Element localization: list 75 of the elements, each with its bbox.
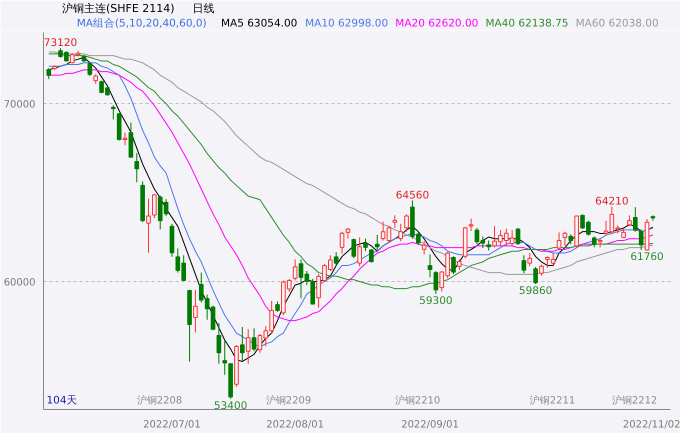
candlestick [240,326,245,362]
text: MA40 62138.75 [485,18,568,30]
candlestick [556,232,562,250]
text: MA20 62620.00 [395,18,478,30]
candlestick [351,238,356,259]
candlestick [46,68,52,80]
annotation: 59300 [419,294,453,307]
legend-title: MA组合(5,10,20,40,60,0) [76,16,207,30]
candlestick [404,214,409,232]
candlestick [340,231,344,254]
y-tick-label: 70000 [4,100,36,111]
annotation: 59860 [518,284,552,297]
annotation: 73120 [44,37,78,50]
candlestick [562,231,568,246]
candlestick [152,193,157,219]
chart-subtitle: 日线 [192,2,214,15]
candlestick [357,236,362,267]
candlestick [374,234,380,250]
y-tick-label: 60000 [4,277,36,288]
candlestick [592,236,597,248]
candlestick [434,270,438,294]
annotation: 沪铜2212 [612,394,658,406]
annotation: 64210 [595,196,629,208]
annotation: 沪铜2209 [266,394,312,406]
candlestick [621,226,626,238]
candlestick [369,248,374,264]
candlestick [638,228,644,250]
candlestick [134,152,140,183]
x-tick-label: 2022/09/01 [401,420,459,430]
candlestick [568,234,574,245]
candlestick [222,340,228,376]
candlestick [252,328,256,352]
candlestick [632,206,638,232]
candlestick [598,237,602,248]
candlestick [422,240,426,255]
text: MA5 63054.00 [220,18,298,30]
candlestick [428,254,432,278]
candlestick [468,218,474,232]
candlestick [193,289,198,333]
chart-title: 沪铜主连(SHFE 2114) [62,2,175,15]
candlestick [93,74,98,84]
annotation: 104天 [46,394,78,406]
annotation: 沪铜2208 [136,394,182,406]
annotation: 61760 [630,251,664,264]
text: MA10 62998.00 [305,18,388,30]
candlestick [533,266,538,284]
candlestick [146,198,151,254]
candlestick [398,223,404,242]
annotation: 沪铜2211 [530,394,576,406]
candlestick [486,240,491,252]
candlestick [527,252,532,267]
candlestick [516,227,520,246]
annotation: 沪铜2210 [394,394,440,406]
candlestick [88,61,92,76]
candlestick [457,258,462,271]
candlestick [292,258,298,281]
annotation: 53400 [214,400,248,412]
candlestick [346,227,350,240]
candlestick [275,301,280,312]
annotation: 64560 [396,189,430,202]
candlestick [216,322,222,364]
x-tick-label: 2022/11/02 [622,420,680,430]
x-tick-label: 2022/07/01 [143,420,201,430]
text: MA60 62038.00 [576,18,659,30]
candlestick [246,328,251,364]
candlestick [627,214,632,227]
x-tick-label: 2022/08/01 [266,420,324,430]
candlestick [522,254,526,274]
candlestick [122,132,128,146]
candlestick [539,264,544,276]
candlestick [110,104,116,120]
candlestick [451,256,456,275]
candlestick [392,214,398,228]
candlestick [334,252,338,267]
candlestick [363,238,368,252]
